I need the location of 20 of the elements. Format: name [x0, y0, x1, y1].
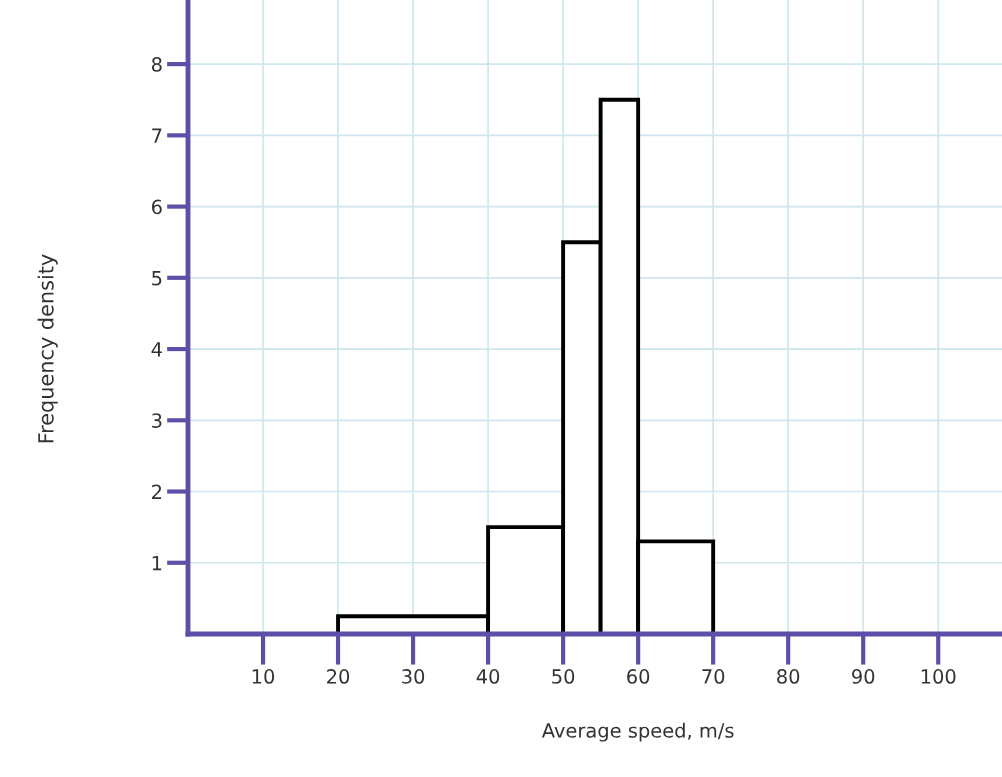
y-tick-label: 7: [152, 128, 162, 143]
y-tick-label: 1: [152, 555, 162, 571]
x-tick-label: 100: [921, 669, 956, 684]
x-tick-label: 50: [552, 669, 575, 684]
y-tick-label: 8: [151, 57, 162, 72]
x-tick-label: 10: [252, 669, 275, 684]
x-axis-title: Average speed, m/s: [541, 722, 734, 742]
y-tick-label: 3: [152, 413, 162, 428]
x-tick-label: 60: [627, 669, 650, 684]
y-tick-label: 5: [152, 271, 162, 286]
x-tick-label: 40: [476, 669, 500, 684]
y-tick-label: 4: [151, 342, 162, 357]
x-tick-label: 70: [702, 669, 725, 684]
y-tick-label: 2: [152, 484, 162, 499]
x-tick-label: 30: [402, 669, 425, 684]
x-tick-label: 80: [777, 669, 800, 684]
x-tick-label: 20: [327, 669, 350, 684]
y-tick-label: 6: [151, 199, 162, 215]
x-tick-label: 90: [852, 669, 875, 684]
y-axis-title: Frequency density: [37, 254, 58, 443]
